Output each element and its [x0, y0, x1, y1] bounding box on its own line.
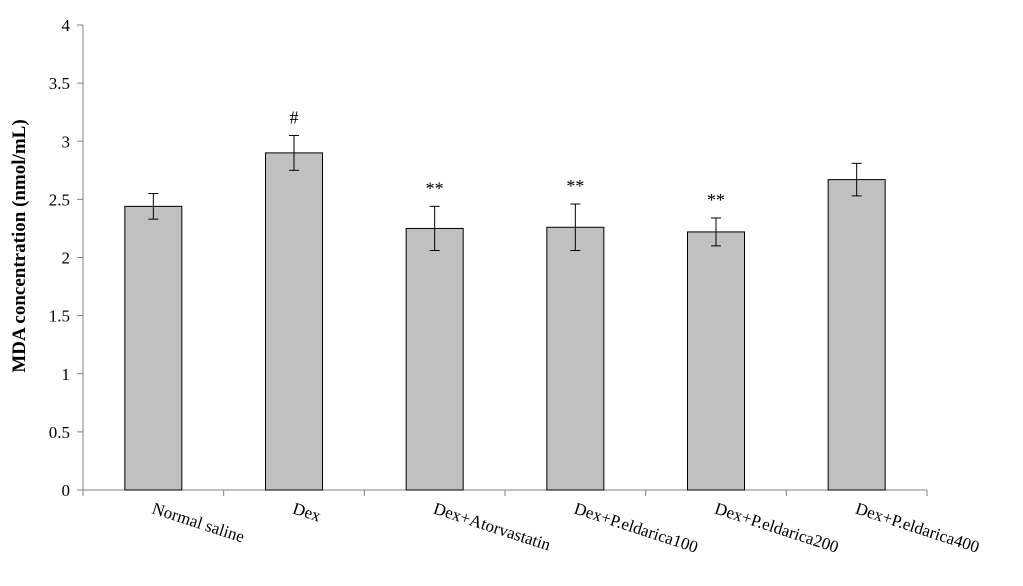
bar — [827, 179, 886, 491]
category-label: Dex — [290, 499, 323, 526]
bar — [687, 231, 745, 491]
y-tick-label: 0.5 — [49, 423, 70, 442]
category-label: Dex+P.eldarica200 — [712, 499, 841, 557]
y-tick-label: 2 — [62, 249, 71, 268]
significance-marker: # — [290, 107, 299, 127]
significance-marker: ** — [707, 190, 725, 210]
y-axis-label: MDA concentration (nmol/mL) — [9, 119, 30, 372]
x-axis-categories: Normal saline Dex Dex+Atorvastatin Dex+P.el… — [150, 499, 982, 557]
significance-marker: ** — [566, 176, 584, 196]
category-label: Dex+P.eldarica400 — [853, 499, 982, 557]
bar — [265, 152, 323, 491]
bars — [124, 152, 886, 491]
y-tick-label: 3.5 — [49, 74, 70, 93]
y-tick-label: 3 — [62, 132, 71, 151]
category-label: Normal saline — [150, 499, 247, 547]
bar — [546, 226, 605, 491]
chart-axes — [82, 25, 928, 496]
bar — [124, 205, 183, 491]
bar — [405, 227, 464, 491]
y-tick-label: 1 — [62, 365, 71, 384]
category-label: Dex+Atorvastatin — [431, 499, 553, 555]
y-tick-label: 4 — [62, 16, 71, 35]
y-tick-label: 0 — [62, 481, 71, 500]
category-label: Dex+P.eldarica100 — [572, 499, 701, 557]
y-tick-label: 1.5 — [49, 307, 70, 326]
error-bars — [148, 134, 862, 252]
y-axis-ticks: 0 0.5 1 1.5 2 2.5 3 3.5 4 — [49, 16, 83, 500]
significance-marker: ** — [426, 178, 444, 198]
significance-annotations: # ** ** ** — [290, 107, 726, 210]
y-tick-label: 2.5 — [49, 190, 70, 209]
